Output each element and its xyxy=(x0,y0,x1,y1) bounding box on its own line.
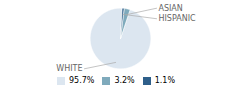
html-text:95.7%: 95.7% xyxy=(69,76,95,85)
html-text:3.2%: 3.2% xyxy=(114,76,135,85)
html-text:1.1%: 1.1% xyxy=(154,76,175,85)
svg-text:ASIAN: ASIAN xyxy=(158,4,182,13)
svg-text:WHITE: WHITE xyxy=(56,64,82,73)
svg-text:HISPANIC: HISPANIC xyxy=(158,14,196,23)
